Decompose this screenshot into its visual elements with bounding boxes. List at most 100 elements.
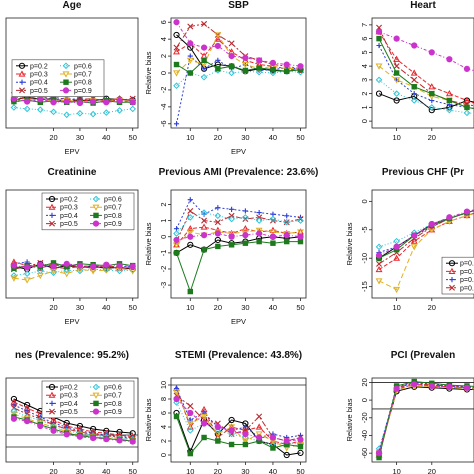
data-point bbox=[241, 229, 249, 236]
data-point bbox=[173, 48, 180, 55]
data-point bbox=[256, 209, 262, 216]
data-point bbox=[50, 263, 57, 270]
data-point bbox=[255, 423, 263, 430]
legend: p=0.2p=0.3p=0.4p=0.5 bbox=[441, 256, 474, 295]
y-tick-label: 0 bbox=[360, 398, 369, 402]
data-point bbox=[255, 217, 263, 224]
data-point bbox=[242, 214, 249, 221]
series-line-p0.5 bbox=[378, 210, 474, 265]
previous-chf-pr-panel: Previous CHF (Pr 10 20 -15 -10 -5 0 Relative bi… bbox=[345, 167, 474, 312]
y-tick-label: 0 bbox=[159, 453, 168, 457]
series-line-p0.7 bbox=[378, 385, 474, 456]
legend-marker bbox=[449, 284, 455, 291]
data-point bbox=[214, 42, 221, 50]
x-tick-label: 20 bbox=[214, 133, 222, 142]
data-point bbox=[129, 99, 136, 106]
data-point bbox=[446, 97, 453, 104]
data-point bbox=[90, 263, 97, 270]
x-tick-label: 30 bbox=[76, 303, 84, 312]
legend-marker bbox=[18, 62, 26, 69]
data-point bbox=[173, 236, 180, 244]
legend-marker bbox=[92, 392, 100, 399]
series-line-p0.6 bbox=[378, 384, 474, 449]
y-tick-label: 2 bbox=[159, 202, 168, 206]
data-point bbox=[270, 66, 276, 73]
legend-marker bbox=[48, 391, 56, 398]
x-tick-label: 30 bbox=[76, 467, 84, 474]
data-point bbox=[393, 97, 400, 104]
legend-label: p=0.3 bbox=[460, 269, 474, 276]
previous-ami-prevalence-23-6-panel: Previous AMI (Prevalence: 23.6%)10 20 30 40… bbox=[144, 167, 318, 326]
data-point bbox=[76, 262, 84, 269]
panel-title: PCI (Prevalen bbox=[391, 350, 455, 361]
data-point bbox=[63, 260, 70, 267]
legend-label: p=0.8 bbox=[74, 80, 92, 87]
panel-title: SBP bbox=[228, 0, 249, 11]
data-point bbox=[410, 97, 418, 104]
series-line-p0.8 bbox=[13, 416, 133, 442]
data-point bbox=[242, 232, 249, 239]
x-tick-label: 20 bbox=[214, 467, 222, 474]
data-point bbox=[24, 418, 31, 425]
data-point bbox=[24, 264, 31, 271]
data-point bbox=[411, 76, 418, 83]
x-tick-label: 50 bbox=[296, 467, 304, 474]
x-tick-label: 40 bbox=[269, 133, 277, 142]
data-point bbox=[76, 110, 84, 117]
legend-label: p=0.3 bbox=[30, 72, 48, 79]
series-line-p0.2 bbox=[176, 412, 301, 456]
data-point bbox=[90, 98, 97, 105]
series-line-p0.8 bbox=[13, 262, 133, 269]
data-point bbox=[410, 237, 418, 244]
data-point bbox=[173, 44, 180, 51]
data-point bbox=[463, 65, 471, 72]
y-tick-label: -3 bbox=[159, 282, 168, 289]
data-point bbox=[214, 230, 221, 237]
data-point bbox=[10, 411, 18, 418]
series-line-p0.5 bbox=[13, 262, 133, 270]
legend-marker bbox=[19, 79, 25, 85]
y-tick-label: -10 bbox=[360, 253, 369, 264]
y-tick-label: 5 bbox=[360, 50, 369, 54]
data-point bbox=[214, 236, 221, 244]
series-line-p0.9 bbox=[176, 398, 301, 442]
x-tick-label: 30 bbox=[241, 467, 249, 474]
data-point bbox=[186, 225, 194, 232]
x-tick-label: 30 bbox=[76, 133, 84, 142]
legend-label: p=0.4 bbox=[30, 80, 48, 87]
data-point bbox=[129, 263, 136, 270]
series-layer bbox=[10, 395, 137, 445]
y-axis-label: Relative bias bbox=[144, 222, 153, 265]
data-point bbox=[10, 262, 18, 269]
data-point bbox=[297, 233, 304, 240]
y-axis-label: Relative bias bbox=[345, 222, 354, 265]
y-axis-label: Relative bias bbox=[144, 398, 153, 441]
y-axis-label: Relative bias bbox=[144, 51, 153, 94]
panel-title: Heart bbox=[410, 0, 436, 11]
series-line-p0.2 bbox=[13, 398, 133, 434]
data-point bbox=[187, 70, 193, 76]
data-point bbox=[173, 31, 180, 39]
x-axis-label: EPV bbox=[64, 147, 79, 156]
data-point bbox=[228, 441, 235, 448]
data-point bbox=[256, 434, 263, 441]
data-point bbox=[256, 413, 263, 420]
data-point bbox=[228, 430, 235, 438]
series-line-p0.9 bbox=[378, 209, 474, 256]
series-line-p0.6 bbox=[378, 209, 474, 248]
legend-label: p=0.7 bbox=[104, 205, 122, 212]
legend-marker bbox=[93, 212, 99, 219]
data-point bbox=[242, 54, 249, 61]
data-point bbox=[446, 106, 453, 114]
legend-label: p=0.7 bbox=[74, 72, 92, 79]
legend-label: p=0.6 bbox=[104, 197, 122, 204]
series-line-p0.7 bbox=[176, 33, 301, 74]
series-line-p0.9 bbox=[378, 383, 474, 454]
y-tick-label: 4 bbox=[159, 425, 168, 429]
series-line-p0.2 bbox=[176, 236, 301, 254]
series-line-p0.7 bbox=[13, 413, 133, 441]
data-point bbox=[201, 20, 208, 27]
data-point bbox=[375, 63, 383, 70]
data-point bbox=[376, 42, 382, 49]
